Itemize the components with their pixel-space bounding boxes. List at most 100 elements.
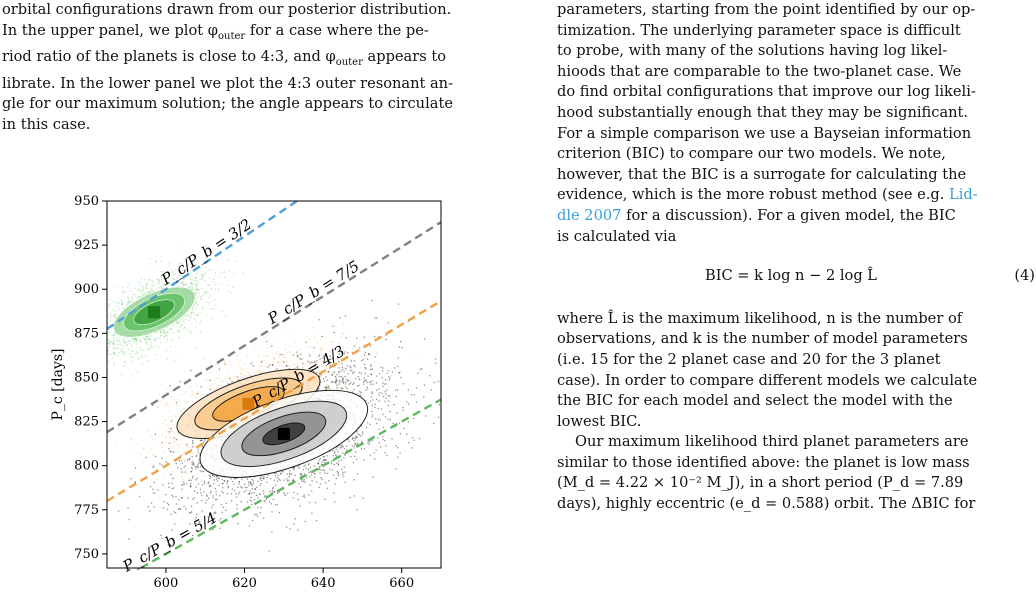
scatter-point-green [163, 270, 165, 273]
scatter-point-black [358, 384, 360, 387]
scatter-point-orange [273, 356, 275, 359]
scatter-point-black [384, 391, 386, 393]
scatter-point-black [335, 448, 338, 451]
scatter-point-green [212, 278, 215, 280]
scatter-point-green [114, 354, 117, 356]
scatter-point-orange [161, 433, 163, 436]
scatter-point-black [232, 481, 234, 483]
scatter-point-orange [277, 361, 279, 364]
scatter-point-orange [320, 347, 322, 349]
scatter-point-black [356, 337, 358, 339]
scatter-point-green [204, 290, 206, 292]
scatter-point-green [111, 309, 114, 311]
scatter-point-green [112, 348, 115, 351]
scatter-point-green [194, 347, 196, 349]
plot-area [104, 201, 446, 568]
scatter-point-green [132, 336, 134, 339]
scatter-point-black [222, 492, 224, 494]
scatter-point-orange [286, 361, 288, 364]
scatter-point-black [266, 481, 268, 483]
scatter-point-green [194, 303, 197, 305]
scatter-point-orange [191, 391, 193, 393]
scatter-point-green [141, 340, 143, 343]
scatter-point-orange [164, 419, 166, 421]
scatter-point-green [163, 284, 165, 286]
scatter-point-orange [345, 369, 348, 371]
scatter-point-black [354, 438, 357, 440]
scatter-point-green [122, 291, 125, 293]
scatter-point-green [207, 284, 209, 286]
scatter-point-black [376, 317, 378, 319]
scatter-point-orange [328, 386, 330, 388]
scatter-point-orange [259, 370, 262, 372]
scatter-point-green [194, 294, 196, 296]
scatter-point-green [201, 274, 203, 276]
citation-link[interactable]: dle 2007 [557, 206, 622, 224]
scatter-point-green [122, 352, 124, 355]
scatter-point-green [212, 300, 215, 302]
scatter-point-green [229, 291, 232, 294]
scatter-point-green [166, 358, 169, 360]
scatter-point-orange [168, 432, 170, 434]
scatter-point-green [113, 334, 115, 337]
scatter-point-green [179, 326, 181, 328]
scatter-point-black [209, 485, 211, 487]
scatter-point-black [402, 383, 404, 385]
scatter-point-green [104, 349, 105, 350]
scatter-point-green [158, 279, 160, 281]
scatter-point-black [325, 364, 328, 367]
scatter-point-green [135, 340, 137, 343]
scatter-point-orange [181, 410, 183, 412]
scatter-point-green [200, 331, 202, 333]
scatter-point-green [191, 289, 193, 291]
scatter-point-orange [237, 375, 240, 377]
scatter-point-black [196, 477, 199, 479]
scatter-point-black [175, 495, 177, 498]
scatter-point-green [172, 277, 174, 279]
scatter-point-black [281, 353, 284, 356]
scatter-chart: P_c/P_b = 3/2P_c/P_b = 7/5P_c/P_b = 4/3P… [50, 194, 446, 596]
citation-link[interactable]: Lid- [949, 186, 978, 204]
scatter-point-green [204, 280, 206, 282]
scatter-point-black [279, 479, 281, 481]
scatter-point-green [214, 271, 217, 274]
scatter-point-black [200, 465, 202, 467]
scatter-point-green [115, 313, 117, 315]
scatter-point-green [145, 287, 148, 289]
scatter-point-black [193, 497, 195, 499]
scatter-point-orange [264, 365, 267, 368]
scatter-point-orange [160, 384, 162, 386]
scatter-point-black [377, 336, 379, 338]
scatter-point-green [160, 279, 163, 281]
scatter-point-black [380, 408, 383, 410]
scatter-point-green [127, 340, 129, 342]
scatter-point-black [386, 454, 388, 457]
scatter-point-green [187, 264, 189, 266]
scatter-point-green [182, 270, 184, 272]
scatter-point-green [191, 282, 193, 284]
scatter-point-black [445, 395, 446, 396]
scatter-point-black [371, 392, 373, 394]
scatter-point-orange [236, 355, 238, 357]
scatter-point-black [356, 444, 358, 446]
scatter-point-orange [172, 471, 174, 473]
scatter-point-green [197, 272, 199, 275]
scatter-point-orange [311, 321, 314, 323]
scatter-point-black [386, 389, 388, 391]
scatter-point-green [191, 274, 193, 276]
scatter-point-orange [326, 371, 328, 373]
scatter-point-green [201, 276, 203, 278]
scatter-point-orange [203, 474, 205, 477]
scatter-point-green [132, 297, 134, 299]
scatter-point-orange [240, 359, 242, 361]
scatter-point-orange [363, 380, 365, 382]
scatter-point-orange [248, 372, 251, 374]
scatter-point-black [413, 417, 415, 420]
scatter-point-orange [238, 379, 240, 381]
scatter-point-black [330, 460, 333, 463]
scatter-point-green [210, 269, 212, 271]
scatter-point-green [128, 297, 130, 299]
scatter-point-black [171, 487, 173, 490]
scatter-point-green [163, 331, 165, 333]
scatter-point-black [128, 538, 130, 540]
